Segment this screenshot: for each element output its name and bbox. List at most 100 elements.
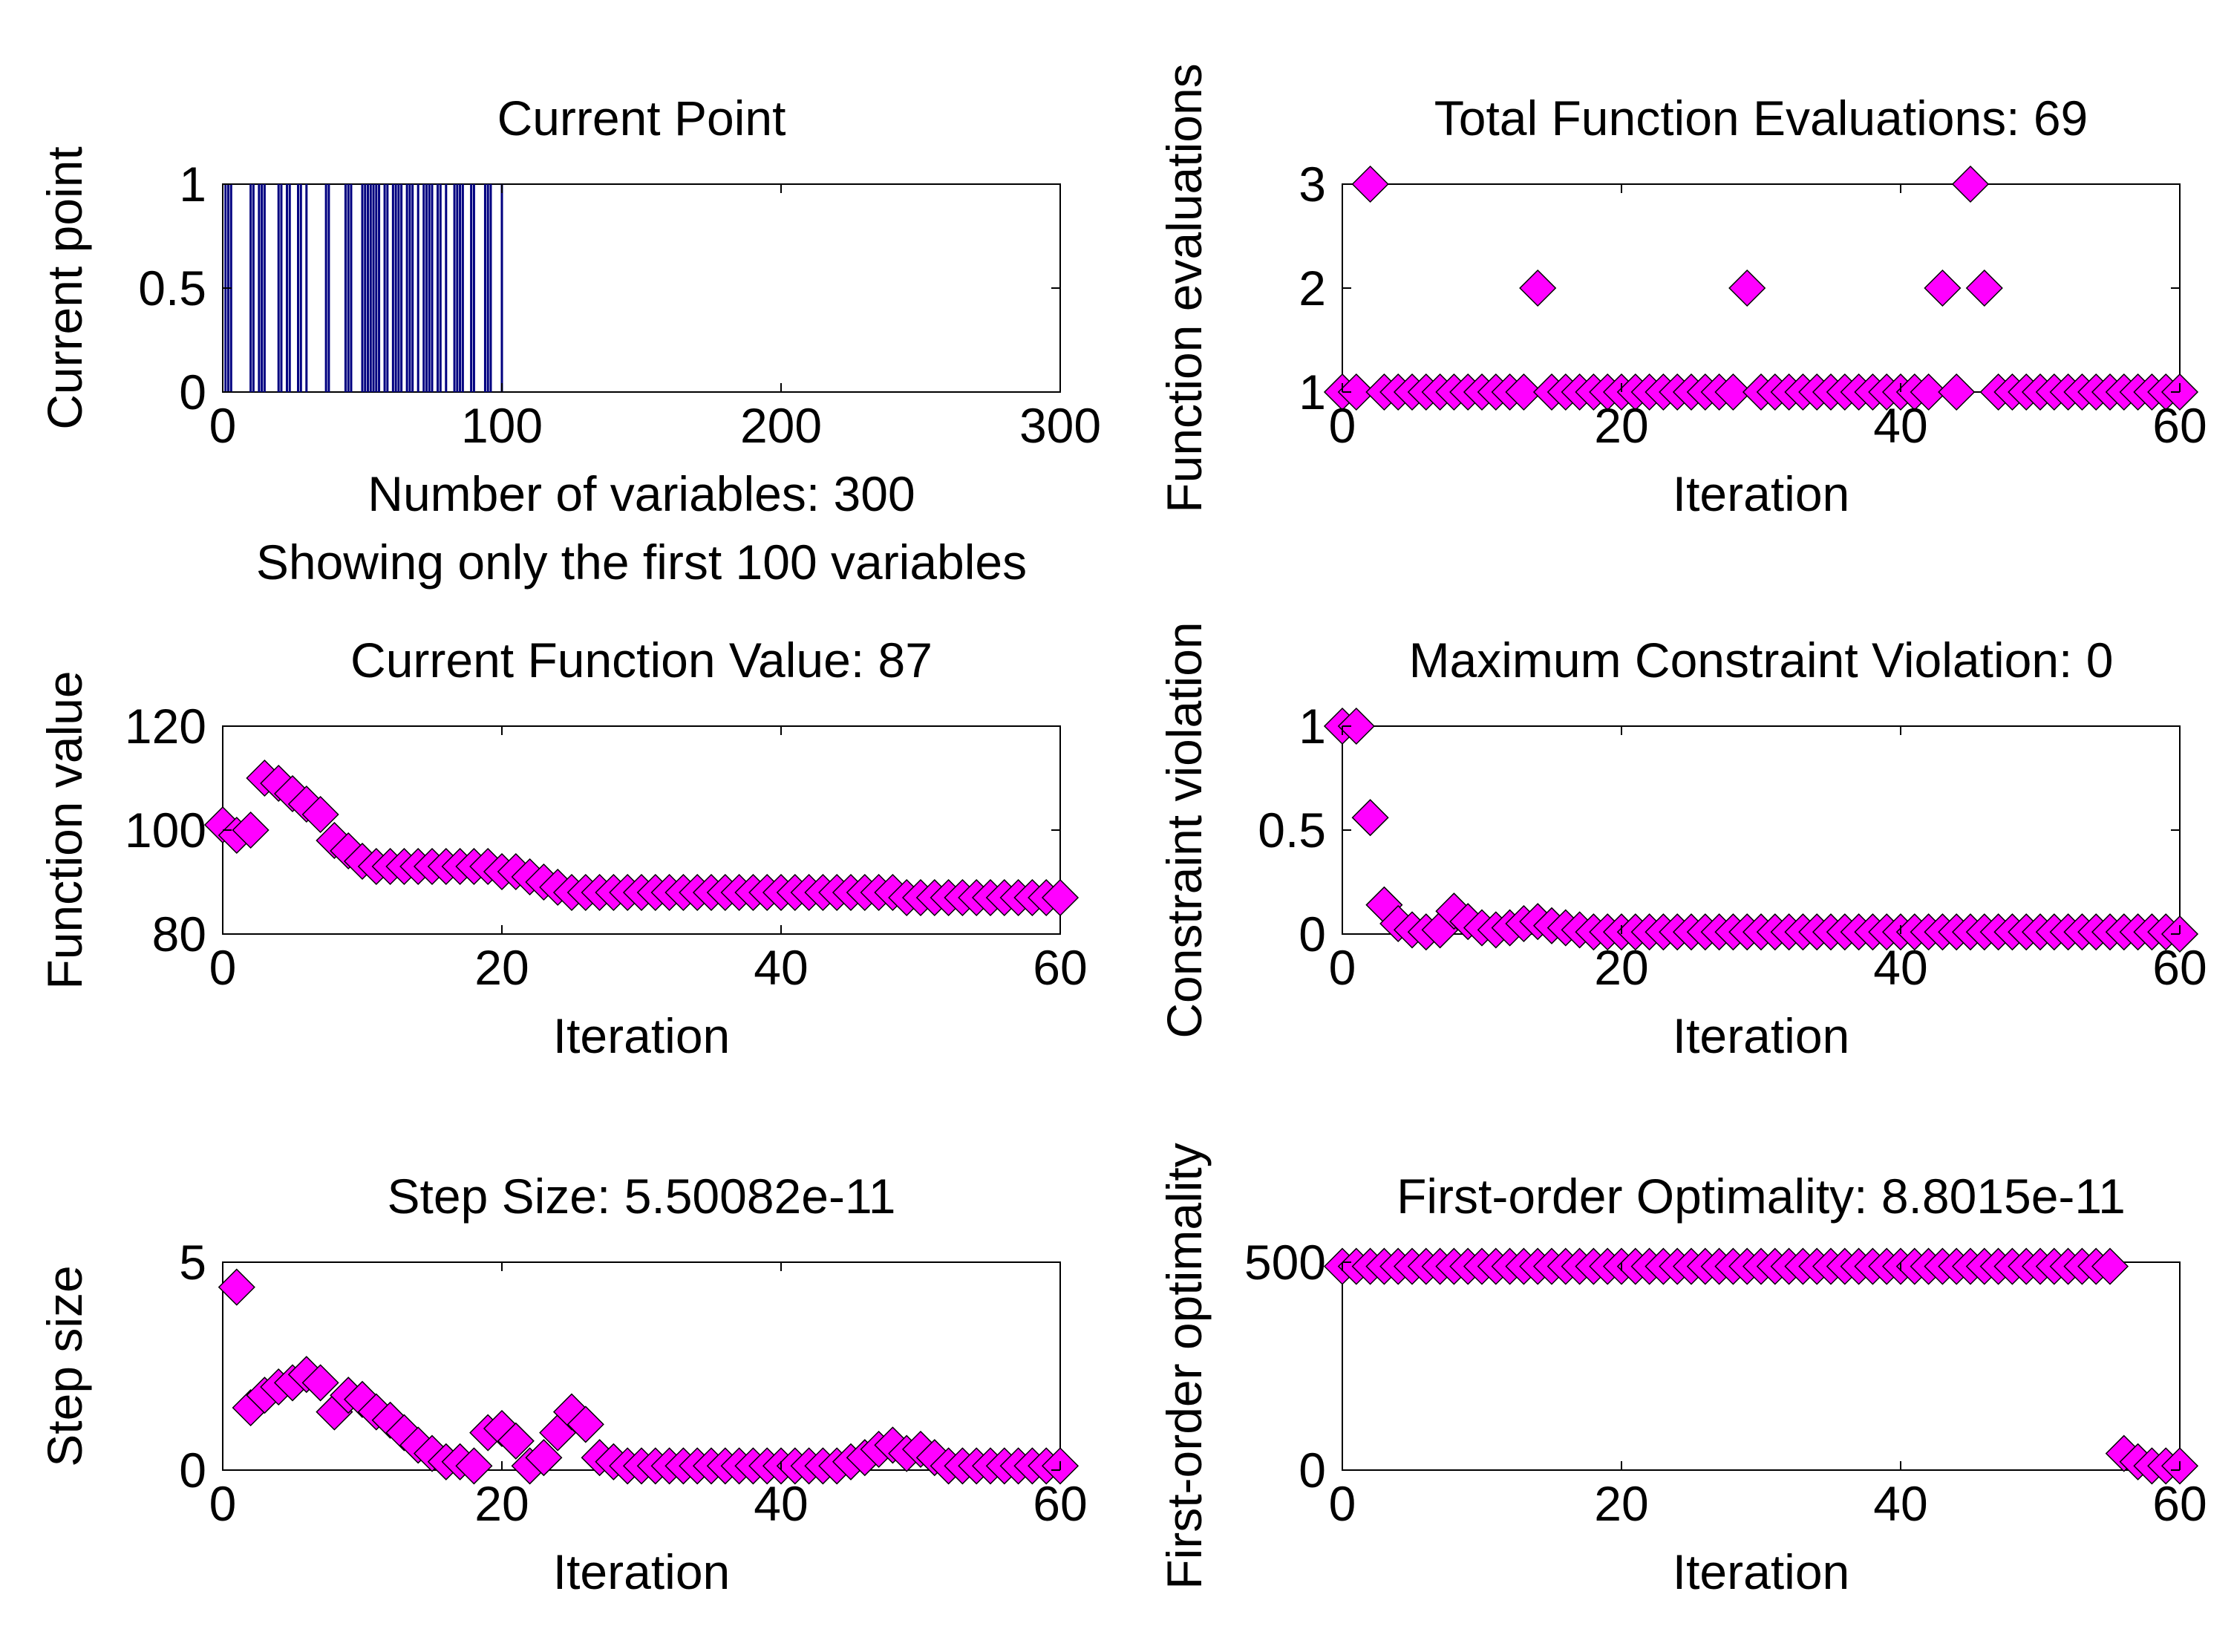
current-point-bar (411, 184, 414, 392)
first-order-optimality-point (2091, 1247, 2129, 1285)
current-point-bar (367, 184, 370, 392)
first-order-optimality-axes-frame (1342, 1261, 2181, 1471)
current-point-bar (439, 184, 442, 392)
constraint-violation-ytick-label: 1 (1299, 699, 1326, 754)
current-point-xtick-label: 0 (209, 398, 237, 453)
function-evaluations-point (1519, 269, 1557, 307)
current-point-bar (472, 184, 475, 392)
current-point-bar (285, 184, 288, 392)
current-point-bar (405, 184, 408, 392)
step-size-point (525, 1439, 563, 1477)
current-point-ytick-label: 0 (179, 365, 206, 419)
step-size-chart: 0 20 40 60 0 5 Step Size: 5.50082e-11 Iteration… (37, 1169, 1088, 1599)
current-point-bar (299, 184, 302, 392)
current-point-bar (408, 184, 411, 392)
current-point-bar (500, 184, 503, 392)
constraint-violation-xtick-label: 40 (1873, 940, 1927, 995)
first-order-optimality-ytick-label: 0 (1299, 1443, 1326, 1498)
function-evaluations-ytick-label: 1 (1299, 365, 1326, 419)
current-point-bar (456, 184, 459, 392)
function-value-ytick-label: 100 (125, 803, 206, 858)
first-order-optimality-xtick-label: 0 (1329, 1476, 1356, 1531)
current-point-bar (249, 184, 252, 392)
current-point-bar (327, 184, 330, 392)
current-point-bar (364, 184, 367, 392)
step-size-marks (218, 1268, 1080, 1485)
current-point-bar (422, 184, 425, 392)
current-point-bar (378, 184, 381, 392)
function-evaluations-xtick-label: 0 (1329, 398, 1356, 453)
function-evaluations-point (1910, 373, 1947, 411)
step-size-point (301, 1364, 339, 1402)
current-point-bar (361, 184, 364, 392)
current-point-bar (470, 184, 473, 392)
current-point-bar (425, 184, 428, 392)
current-point-ytick-label: 0.5 (138, 261, 206, 316)
current-point-bar (261, 184, 264, 392)
current-point-bar (394, 184, 397, 392)
current-point-ytick-label: 1 (179, 157, 206, 212)
current-point-bar (431, 184, 434, 392)
first-order-optimality-xlabel: Iteration (1673, 1544, 1849, 1599)
function-evaluations-xlabel: Iteration (1673, 466, 1849, 521)
current-point-bar (280, 184, 283, 392)
current-point-ylabel: Current point (37, 146, 92, 430)
step-size-ylabel: Step size (37, 1265, 92, 1466)
function-evaluations-xtick-label: 20 (1594, 398, 1648, 453)
current-point-bar (258, 184, 261, 392)
current-point-bar (324, 184, 327, 392)
constraint-violation-xtick-label: 20 (1594, 940, 1648, 995)
constraint-violation-axes-frame (1342, 725, 2181, 935)
first-order-optimality-xtick-label: 40 (1873, 1476, 1927, 1531)
current-point-xtick-label: 200 (740, 398, 822, 453)
function-value-marks (203, 759, 1080, 917)
step-size-xlabel: Iteration (553, 1544, 730, 1599)
function-value-ytick-label: 80 (152, 907, 206, 962)
step-size-title: Step Size: 5.50082e-11 (388, 1169, 896, 1224)
constraint-violation-ytick-label: 0 (1299, 907, 1326, 962)
constraint-violation-title: Maximum Constraint Violation: 0 (1409, 633, 2114, 688)
current-point-bar (252, 184, 255, 392)
function-value-chart: 0 20 40 60 80 100 120 Current Function Value: 8… (37, 633, 1088, 1063)
function-value-ytick-label: 120 (125, 699, 206, 754)
current-point-bar (383, 184, 386, 392)
first-order-optimality-ylabel: First-order optimality (1157, 1143, 1212, 1589)
function-value-xtick-label: 0 (209, 940, 237, 995)
function-evaluations-marks (1323, 165, 2199, 411)
first-order-optimality-ytick-label: 500 (1244, 1235, 1326, 1290)
current-point-bar (391, 184, 394, 392)
function-value-xtick-label: 20 (474, 940, 529, 995)
function-value-point (232, 811, 270, 849)
step-size-ytick-label: 5 (179, 1235, 206, 1290)
constraint-violation-ytick-label: 0.5 (1258, 803, 1326, 858)
current-point-bar (461, 184, 464, 392)
constraint-violation-chart: 0 20 40 60 0 0.5 1 Maximum Constraint Violation… (1157, 621, 2207, 1063)
constraint-violation-ylabel: Constraint violation (1157, 621, 1212, 1038)
current-point-bar (397, 184, 400, 392)
current-point-bar (386, 184, 389, 392)
current-point-xtick-label: 300 (1019, 398, 1101, 453)
step-size-point (455, 1447, 493, 1485)
constraint-violation-xtick-label: 60 (2152, 940, 2207, 995)
function-evaluations-ylabel: Function evaluations (1157, 63, 1212, 512)
current-point-bar (263, 184, 266, 392)
function-value-xtick-label: 60 (1033, 940, 1087, 995)
current-point-bar (375, 184, 378, 392)
current-point-title: Current Point (497, 91, 786, 146)
constraint-violation-point (1337, 707, 1375, 745)
current-point-xlabel: Number of variables: 300 (368, 466, 915, 521)
current-point-bar (350, 184, 353, 392)
function-evaluations-point (1951, 165, 1990, 203)
function-value-xlabel: Iteration (553, 1008, 730, 1063)
first-order-optimality-xtick-label: 60 (2152, 1476, 2207, 1531)
current-point-bar (486, 184, 489, 392)
function-evaluations-ytick-label: 2 (1299, 261, 1326, 316)
function-evaluations-point (1337, 373, 1375, 411)
constraint-violation-marks (1323, 707, 2199, 953)
first-order-optimality-xtick-label: 20 (1594, 1476, 1648, 1531)
step-size-xtick-label: 40 (754, 1476, 808, 1531)
function-evaluations-xtick-label: 60 (2152, 398, 2207, 453)
step-size-axes-frame (222, 1261, 1061, 1471)
current-point-xlabel: Showing only the first 100 variables (256, 535, 1027, 590)
